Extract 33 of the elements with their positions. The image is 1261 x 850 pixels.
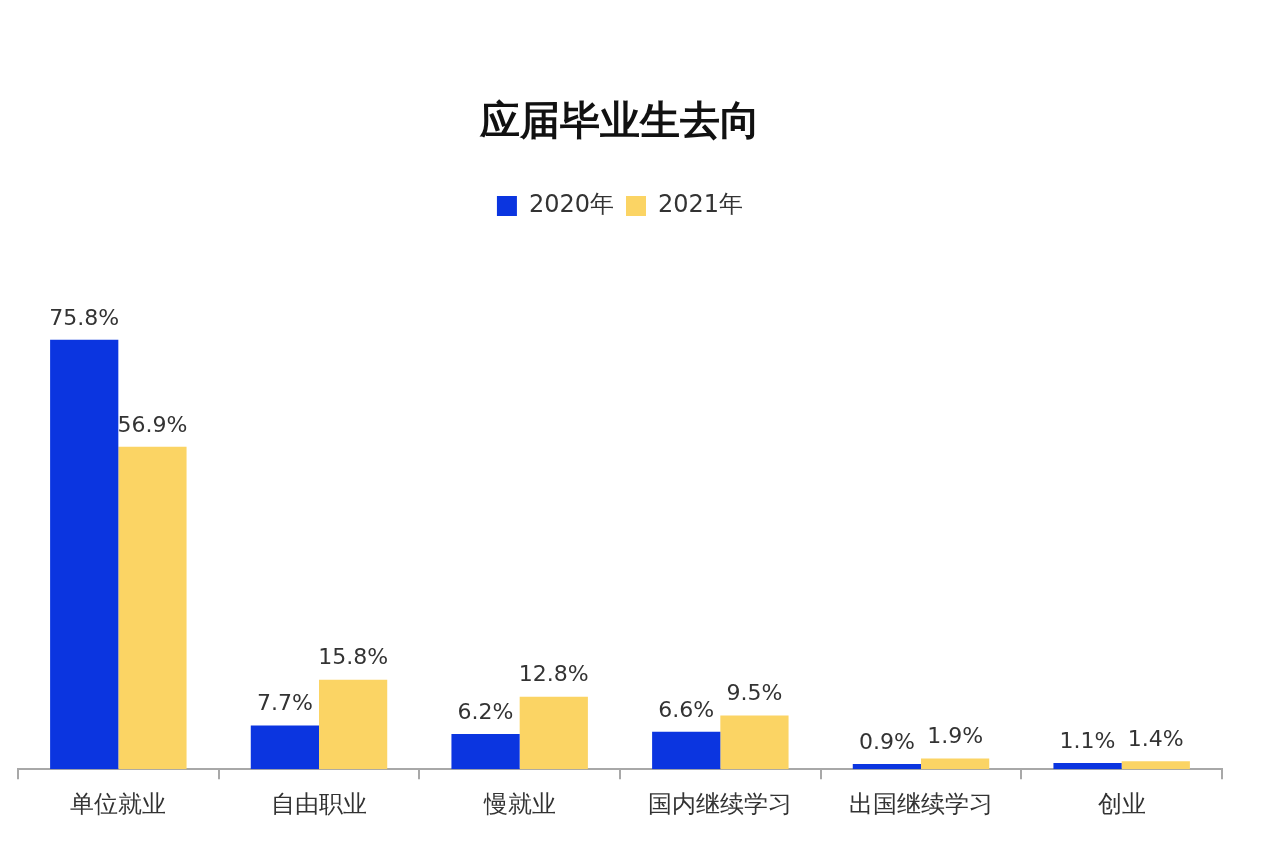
bar: [118, 446, 187, 770]
bar: [852, 764, 921, 770]
bar: [1053, 762, 1122, 770]
data-label: 0.9%: [858, 728, 915, 754]
bar: [50, 339, 119, 770]
data-label: 12.8%: [518, 661, 589, 687]
data-label: 1.1%: [1059, 727, 1116, 753]
data-label: 6.6%: [658, 696, 715, 722]
bar: [519, 696, 588, 770]
x-tick-label: 出国继续学习: [849, 789, 993, 818]
x-tick-label: 国内继续学习: [648, 789, 793, 818]
data-label: 75.8%: [49, 304, 120, 330]
x-tick-label: 创业: [1097, 789, 1146, 818]
bar: [720, 715, 789, 770]
bar: [921, 758, 990, 770]
data-label: 15.8%: [318, 644, 389, 670]
bar: [451, 734, 520, 770]
x-tick-label: 慢就业: [482, 789, 556, 818]
chart-title: 应届毕业生去向: [479, 97, 760, 144]
x-tick-label: 单位就业: [70, 789, 167, 818]
data-label: 1.9%: [927, 723, 984, 749]
data-label: 1.4%: [1127, 725, 1184, 751]
data-label: 6.2%: [457, 698, 514, 724]
data-label: 56.9%: [117, 411, 188, 437]
data-label: 7.7%: [256, 690, 313, 716]
bar: [1121, 761, 1190, 770]
legend-label: 2020年: [528, 190, 614, 219]
legend-label: 2021年: [658, 190, 744, 219]
x-tick-label: 自由职业: [271, 789, 367, 818]
data-label: 9.5%: [726, 680, 783, 706]
bar: [652, 731, 721, 770]
bar: [250, 725, 319, 770]
bar: [319, 679, 388, 770]
